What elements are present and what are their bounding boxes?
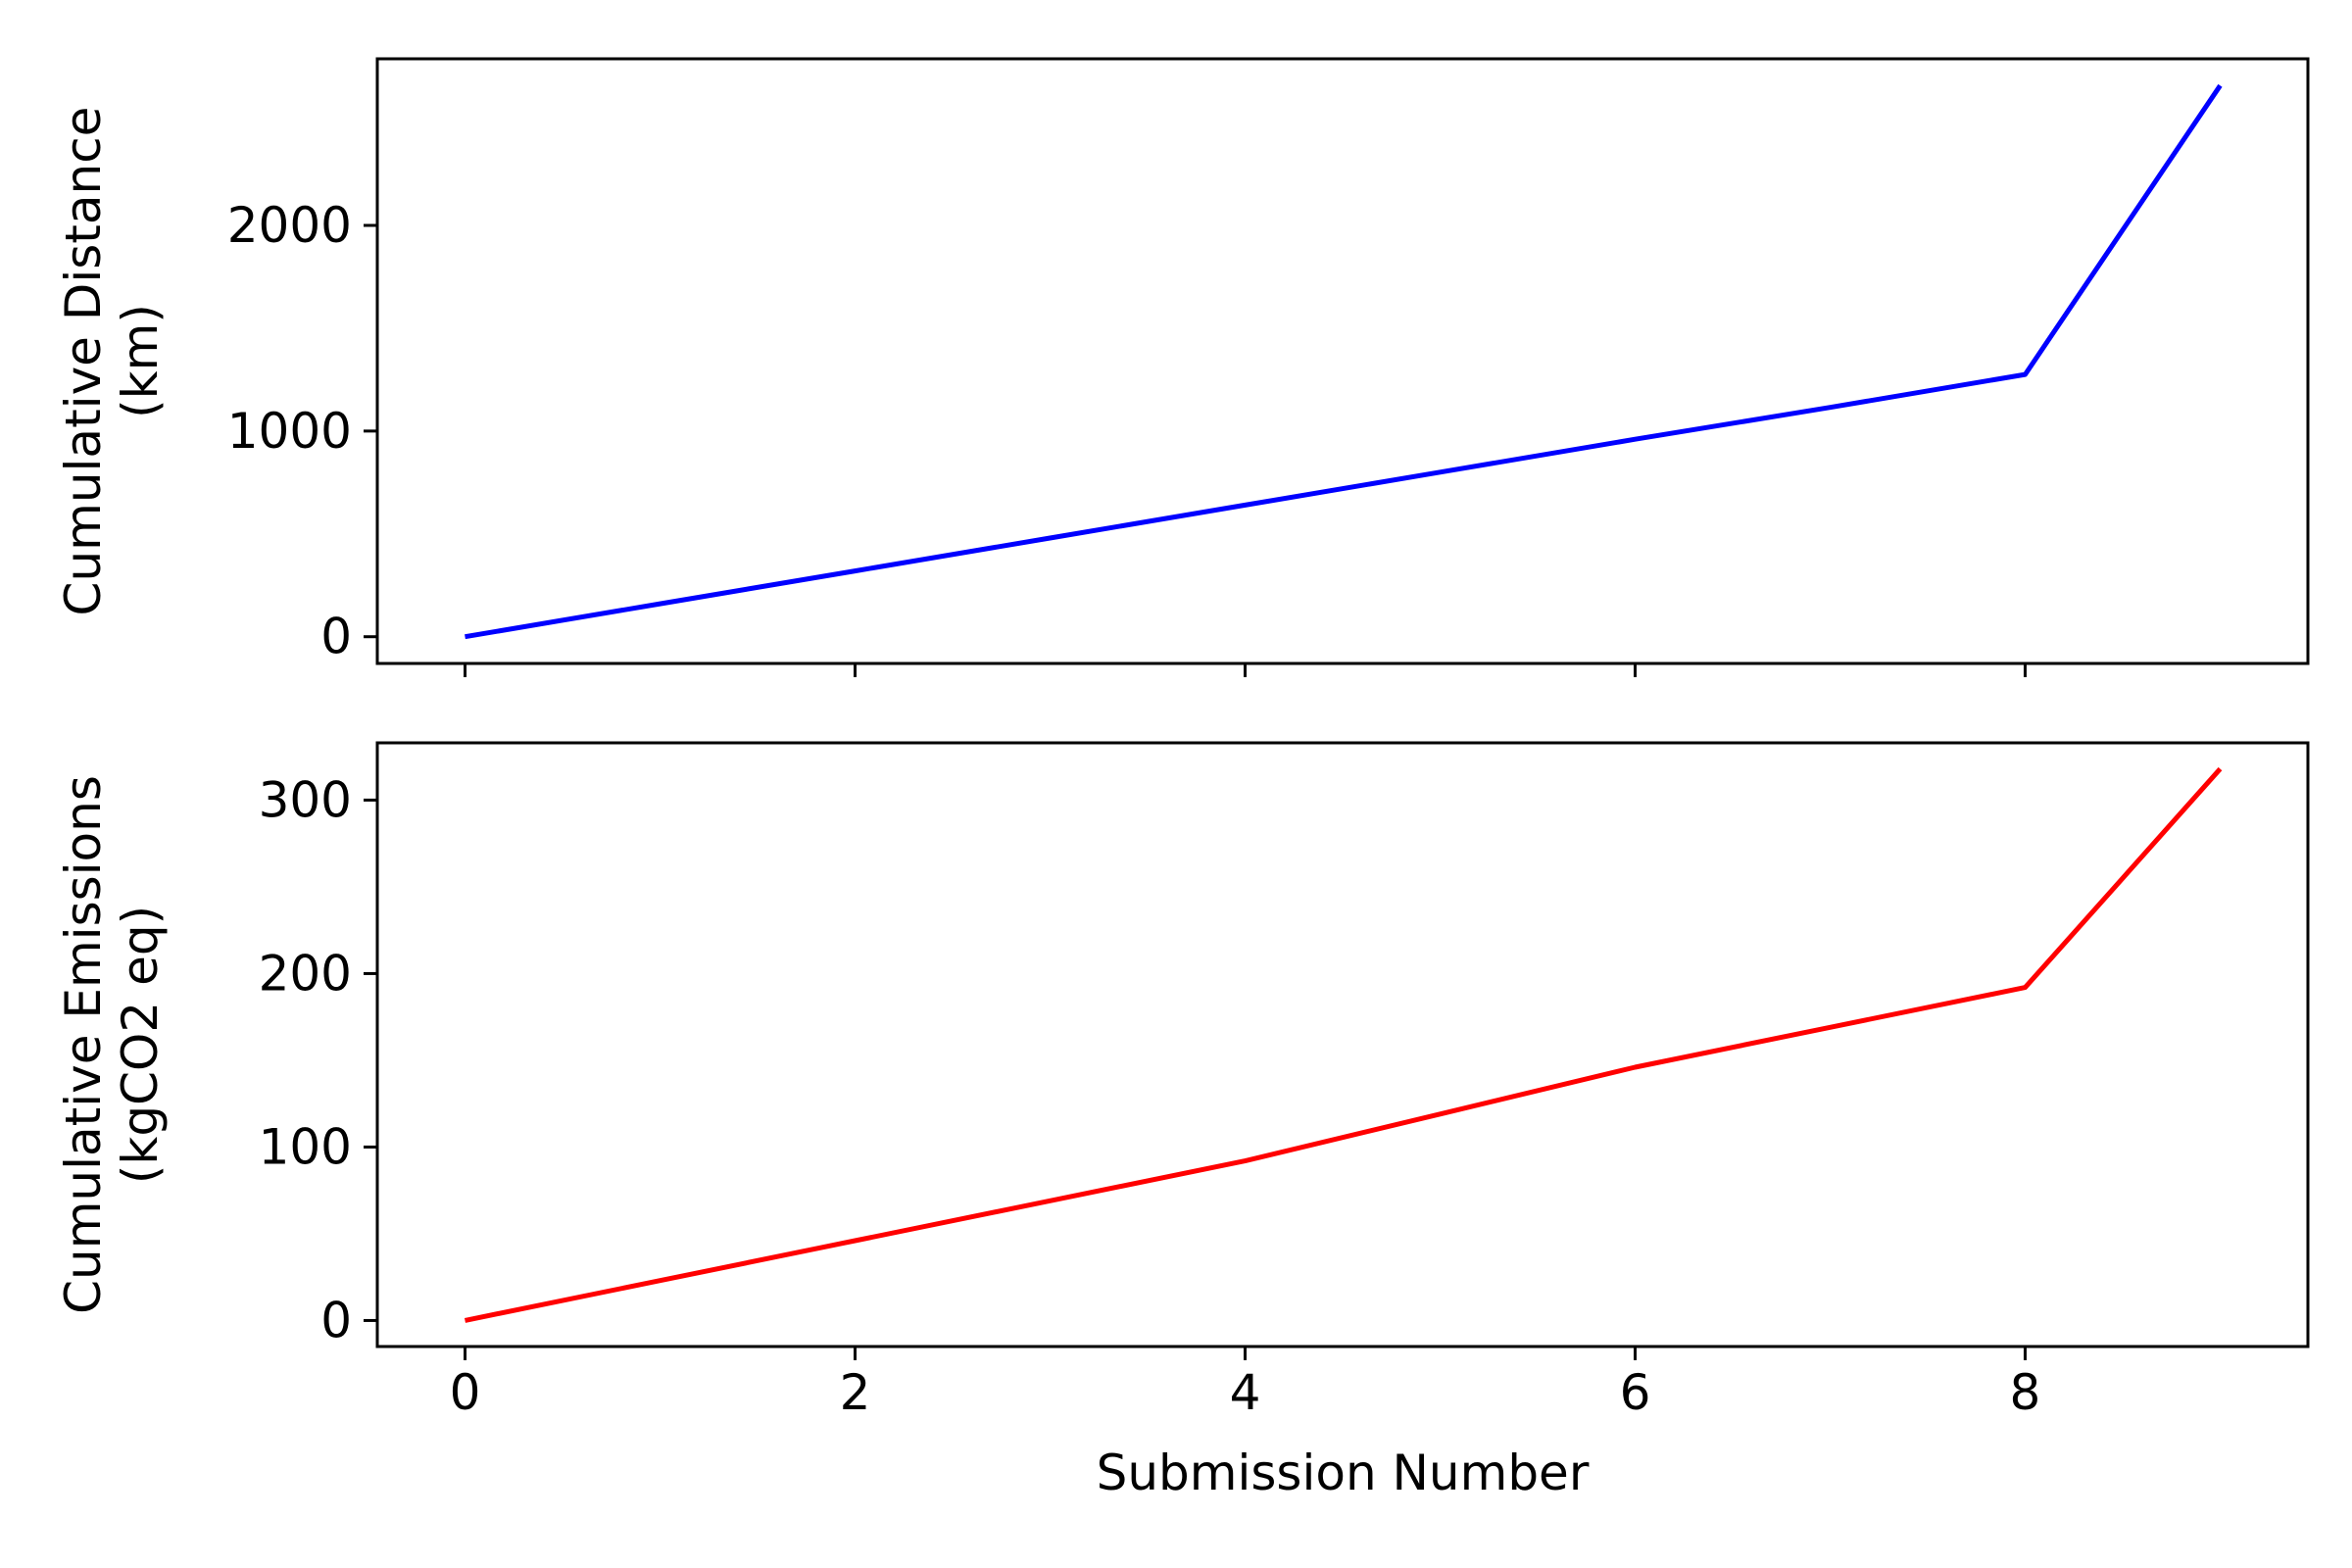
distance-y-tick-label: 2000 [227,197,352,254]
panel-emissions: 0 100 200 300 0 2 4 6 8 Cumulative Emissions(kgCO… [55,741,2310,1501]
emissions-x-axis-label: Submission Number [1097,1445,1590,1501]
emissions-series-line [464,766,2223,1323]
emissions-x-tick-label: 4 [1230,1364,1261,1421]
emissions-x-tick-label: 8 [2010,1364,2041,1421]
distance-axes-frame [375,57,2310,665]
panel-distance: 0 1000 2000 Cumulative Distance(km) [55,57,2310,677]
distance-y-axis-label: Cumulative Distance(km) [55,107,169,616]
distance-series-line [465,83,2223,640]
emissions-x-tick-label: 2 [840,1364,871,1421]
distance-y-tick-label: 1000 [227,403,352,460]
emissions-y-tick-label: 100 [259,1118,352,1175]
distance-y-tick-label: 0 [320,609,352,665]
emissions-x-tick-label: 6 [1620,1364,1651,1421]
emissions-y-tick-label: 200 [259,945,352,1002]
emissions-axes-frame [375,741,2310,1348]
emissions-y-tick-label: 300 [259,771,352,828]
emissions-y-axis-label: Cumulative Emissions(kgCO2 eq) [55,775,169,1314]
emissions-y-tick-label: 0 [320,1292,352,1348]
emissions-x-tick-label: 0 [450,1364,481,1421]
